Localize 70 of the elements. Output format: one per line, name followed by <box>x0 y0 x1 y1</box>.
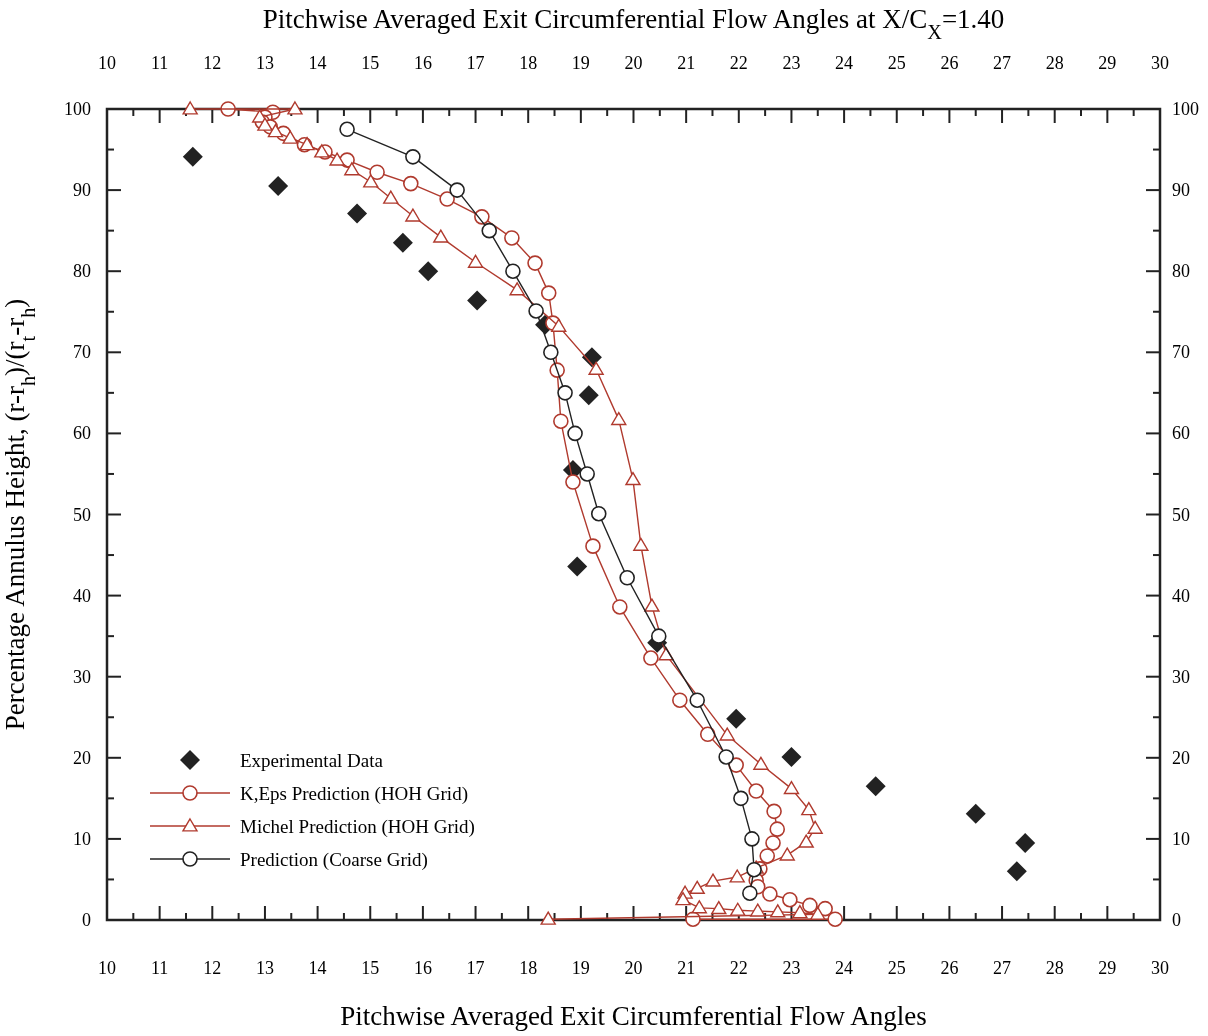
x2-tick-label: 10 <box>98 958 116 978</box>
x-tick-label: 24 <box>835 53 854 73</box>
y-tick-label: 30 <box>73 666 91 687</box>
x-tick-label: 15 <box>361 53 380 73</box>
x2-tick-label: 14 <box>308 958 327 978</box>
y2-tick-label: 90 <box>1172 180 1190 201</box>
legend-label: Experimental Data <box>240 750 384 771</box>
x-tick-label: 21 <box>677 53 696 73</box>
x-tick-label: 11 <box>150 53 169 73</box>
chart-title: Pitchwise Averaged Exit Circumferential Flow Angles at X/C$_{X}$=1.40 <box>262 4 1005 43</box>
x2-tick-label: 30 <box>1151 958 1169 978</box>
x2-tick-label: 24 <box>835 958 854 978</box>
y2-tick-label: 0 <box>1172 910 1181 930</box>
x-tick-label: 27 <box>993 53 1012 73</box>
y-tick-label: 80 <box>73 261 91 282</box>
y-tick-label: 0 <box>82 910 91 930</box>
x2-tick-label: 22 <box>729 958 748 978</box>
x2-tick-label: 21 <box>677 958 696 978</box>
y-tick-label: 90 <box>73 180 91 201</box>
x2-tick-label: 13 <box>255 958 274 978</box>
x2-tick-label: 28 <box>1045 958 1064 978</box>
legend-label: K,Eps Prediction (HOH Grid) <box>240 783 468 805</box>
x2-tick-label: 20 <box>624 958 643 978</box>
y-tick-label: 70 <box>73 342 91 363</box>
x2-tick-label: 11 <box>150 958 169 978</box>
x2-tick-label: 16 <box>413 958 432 978</box>
x2-tick-label: 26 <box>940 958 959 978</box>
y-tick-label: 100 <box>64 99 91 119</box>
x2-tick-label: 27 <box>993 958 1012 978</box>
x-tick-label: 14 <box>308 53 327 73</box>
x2-tick-label: 29 <box>1098 958 1117 978</box>
y-tick-label: 20 <box>73 747 91 768</box>
y2-tick-label: 60 <box>1172 423 1190 444</box>
x-tick-label: 22 <box>729 53 748 73</box>
y2-tick-label: 80 <box>1172 261 1190 282</box>
x2-tick-label: 12 <box>203 958 222 978</box>
y2-tick-label: 70 <box>1172 342 1190 363</box>
x-tick-label: 25 <box>887 53 906 73</box>
x-tick-label: 23 <box>782 53 801 73</box>
legend-label: Prediction (Coarse Grid) <box>240 849 428 871</box>
x-tick-label: 16 <box>413 53 432 73</box>
y-tick-label: 60 <box>73 423 91 444</box>
y-tick-label: 10 <box>73 828 91 849</box>
x2-tick-label: 15 <box>361 958 380 978</box>
x-tick-label: 20 <box>624 53 643 73</box>
y2-tick-label: 40 <box>1172 585 1190 606</box>
x2-tick-label: 25 <box>887 958 906 978</box>
x-tick-label: 10 <box>98 53 116 73</box>
x-tick-label: 17 <box>466 53 485 73</box>
y2-tick-label: 20 <box>1172 747 1190 768</box>
x-tick-label: 29 <box>1098 53 1117 73</box>
y2-tick-label: 50 <box>1172 504 1190 525</box>
x-tick-label: 30 <box>1151 53 1169 73</box>
x-tick-label: 18 <box>519 53 538 73</box>
x-tick-label: 13 <box>255 53 274 73</box>
x2-tick-label: 19 <box>571 958 590 978</box>
x2-tick-label: 23 <box>782 958 801 978</box>
x2-tick-label: 17 <box>466 958 485 978</box>
x-tick-label: 19 <box>571 53 590 73</box>
legend-label: Michel Prediction (HOH Grid) <box>240 816 475 838</box>
x2-tick-label: 18 <box>519 958 538 978</box>
y2-tick-label: 30 <box>1172 666 1190 687</box>
y-tick-label: 40 <box>73 585 91 606</box>
x-tick-label: 28 <box>1045 53 1064 73</box>
x-axis-title: Pitchwise Averaged Exit Circumferential Flow Angles <box>340 1001 927 1031</box>
y2-tick-label: 10 <box>1172 828 1190 849</box>
y-tick-label: 50 <box>73 504 91 525</box>
x-tick-label: 12 <box>203 53 222 73</box>
y2-tick-label: 100 <box>1172 99 1199 119</box>
x-tick-label: 26 <box>940 53 959 73</box>
